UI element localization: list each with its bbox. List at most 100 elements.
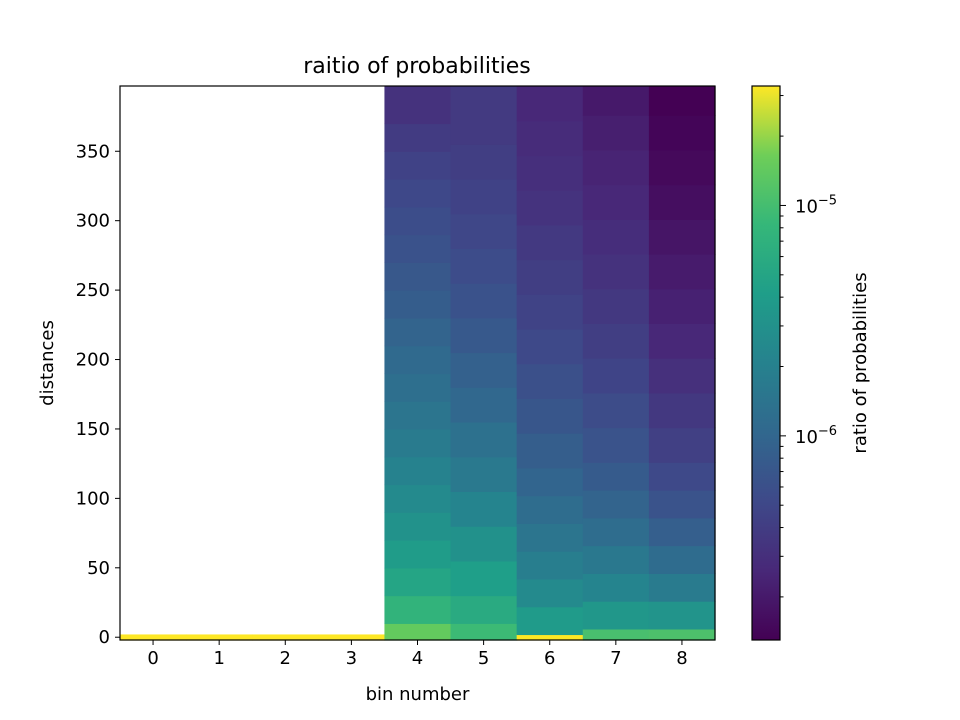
heatmap-cell [648,490,716,519]
heatmap-cell [648,86,716,116]
heatmap-cell [384,317,452,347]
heatmap-cell [450,144,518,180]
x-tick-label: 1 [213,648,224,669]
heatmap-cell [318,634,386,641]
heatmap-cell [450,387,518,423]
heatmap-cell [516,495,584,524]
heatmap-cell [450,283,518,319]
heatmap-cell [516,224,584,261]
y-tick-label: 50 [87,558,110,579]
heatmap-cell [450,595,518,624]
heatmap-cell [516,467,584,497]
heatmap-cell [384,206,452,236]
x-tick-label: 5 [478,648,489,669]
heatmap-cell [648,392,716,429]
heatmap-cell [384,623,452,641]
heatmap-cell [384,234,452,263]
heatmap-cell [384,428,452,458]
heatmap-cell [648,323,716,359]
heatmap-cell [450,352,518,388]
y-tick-label: 300 [76,211,110,232]
heatmap-cell [516,328,584,365]
heatmap-cell [582,427,650,463]
heatmap-cell [384,86,452,125]
heatmap-cell [516,155,584,191]
heatmap-cell [450,248,518,284]
heatmap-cell [516,398,584,434]
heatmap-cell [450,623,518,641]
heatmap-cell [648,517,716,547]
y-tick-label: 0 [99,627,110,648]
heatmap-cell [516,363,584,399]
heatmap-cell [648,288,716,325]
y-tick-label: 350 [76,141,110,162]
colorbar-tick-label: 10−5 [795,193,837,217]
x-axis-ticks: 0 1 2 3 4 5 6 7 8 [147,640,688,669]
x-tick-label: 8 [676,648,687,669]
heatmap-cell [582,601,650,630]
heatmap-cell [384,123,452,152]
heatmap-cell [516,523,584,552]
heatmap-cell [252,634,319,641]
y-tick-label: 100 [76,488,110,509]
colorbar-label: ratio of probabilities [850,272,871,453]
heatmap-cell [450,317,518,354]
heatmap-cell [582,358,650,394]
y-tick-label: 200 [76,350,110,371]
heatmap-cell [648,545,716,574]
heatmap-cell [450,422,518,458]
x-tick-label: 3 [346,648,357,669]
heatmap-cell [648,115,716,151]
heatmap-cell [582,115,650,151]
heatmap-cell [516,259,584,295]
heatmap-cell [648,427,716,463]
heatmap-cell [384,512,452,541]
x-tick-label: 4 [412,648,423,669]
heatmap-cell [648,254,716,290]
heatmap-cell [450,179,518,215]
heatmap-cell [384,540,452,569]
heatmap-cell [648,601,716,630]
heatmap-cell [516,433,584,469]
heatmap-cell [516,120,584,157]
heatmap-cell [582,254,650,290]
heatmap-cell [384,179,452,208]
heatmap-cell [516,551,584,580]
heatmap-cell [582,392,650,429]
heatmap-cell [648,358,716,394]
colorbar-ticks: 10−5 10−6 [780,95,837,598]
colorbar [751,85,781,641]
heatmap-cell [582,462,650,491]
heatmap-cell [384,151,452,180]
heatmap-cell [384,595,452,624]
heatmap-cell [648,219,716,255]
heatmap-cell [582,149,650,186]
heatmap-cell [384,290,452,319]
heatmap-cell [516,606,584,636]
heatmap-cell [450,213,518,250]
heatmap-cell [582,323,650,359]
heatmap-cell [516,578,584,608]
heatmap-cell [582,517,650,547]
heatmap-cell [582,288,650,325]
heatmap-cell [582,573,650,602]
heatmap-cell [450,456,518,493]
x-tick-label: 2 [280,648,291,669]
heatmap-cell [450,560,518,597]
heatmap-cell [384,262,452,291]
heatmap-cell [648,573,716,602]
heatmap-cells [120,86,716,641]
heatmap-cell [516,86,584,122]
heatmap-cell [582,86,650,116]
heatmap-cell [516,634,584,641]
heatmap-cell [648,149,716,186]
y-tick-label: 250 [76,280,110,301]
heatmap-cell [516,294,584,330]
heatmap-cell [384,567,452,597]
y-axis-ticks: 0 50 100 150 200 250 300 350 [76,141,120,648]
heatmap-cell [384,484,452,513]
heatmap-cell [582,545,650,574]
x-tick-label: 0 [147,648,158,669]
heatmap-cell [516,190,584,226]
